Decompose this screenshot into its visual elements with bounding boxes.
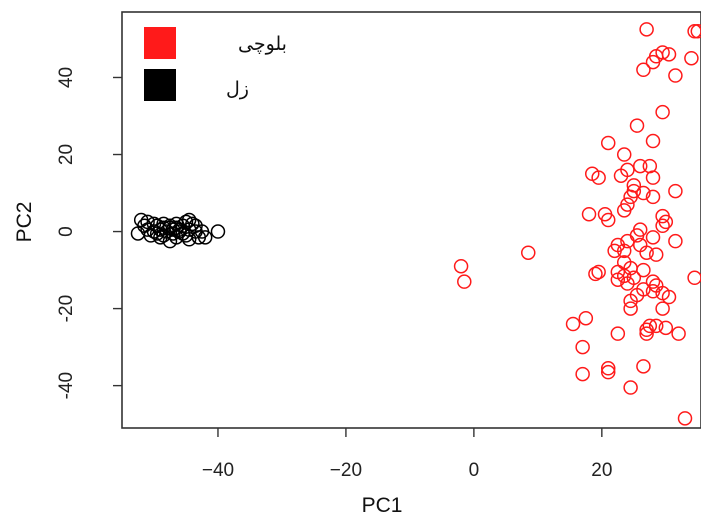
data-point-zal [188, 218, 203, 234]
legend-label-baluchi: بلوچی [238, 33, 287, 55]
x-tick-label: −40 [202, 460, 234, 481]
data-point-baluchi [668, 183, 683, 199]
data-point-baluchi [636, 62, 651, 78]
data-point-baluchi [616, 243, 632, 259]
data-point-baluchi [581, 206, 597, 222]
data-point-baluchi [636, 359, 651, 374]
data-point-baluchi [655, 104, 670, 120]
legend: بلوچی زل [144, 27, 287, 101]
data-point-baluchi [575, 366, 590, 382]
data-point-zal [137, 218, 152, 234]
data-point-baluchi [600, 212, 616, 228]
data-point-baluchi [636, 185, 651, 201]
data-point-baluchi [645, 284, 661, 299]
data-point-baluchi [687, 24, 701, 39]
data-point-baluchi [591, 264, 606, 280]
data-point-baluchi [565, 316, 581, 332]
data-point-baluchi [671, 326, 686, 341]
data-point-baluchi [639, 326, 654, 341]
legend-swatch-baluchi [144, 27, 176, 59]
data-point-zal [172, 222, 187, 237]
data-point-zal [153, 230, 168, 245]
data-point-baluchi [684, 50, 699, 66]
plot-frame [121, 11, 701, 429]
data-point-baluchi [655, 218, 670, 234]
data-point-baluchi [639, 322, 654, 338]
data-point-baluchi [623, 380, 638, 395]
data-point-baluchi [600, 135, 616, 151]
legend-label-zal: زل [226, 78, 249, 100]
data-point-baluchi [578, 310, 594, 326]
data-point-baluchi [668, 233, 683, 249]
data-point-baluchi [639, 22, 654, 37]
data-point-baluchi [610, 272, 626, 287]
data-point-baluchi [591, 170, 606, 185]
data-point-baluchi [610, 326, 626, 341]
data-point-baluchi [642, 318, 658, 334]
data-point-baluchi [623, 301, 638, 316]
data-point-baluchi [620, 276, 635, 291]
data-point-baluchi [677, 411, 693, 426]
data-point-baluchi [453, 258, 469, 274]
data-point-baluchi [648, 247, 664, 262]
y-tick-label: -40 [56, 372, 77, 399]
data-point-baluchi [616, 147, 632, 162]
data-point-baluchi [632, 158, 648, 174]
data-point-zal [185, 216, 200, 232]
data-point-baluchi [645, 54, 661, 70]
data-point-baluchi [600, 361, 616, 376]
x-tick-label: −20 [330, 460, 362, 481]
data-point-baluchi [687, 270, 701, 286]
legend-swatch-zal [144, 69, 176, 101]
data-point-baluchi [648, 318, 664, 334]
data-point-baluchi [658, 214, 674, 230]
data-point-baluchi [457, 274, 472, 289]
data-point-zal [149, 226, 165, 241]
data-point-baluchi [623, 293, 638, 309]
data-points [130, 22, 701, 426]
x-axis-title: PC1 [362, 494, 403, 516]
data-point-baluchi [661, 289, 677, 305]
data-point-baluchi [668, 68, 683, 83]
data-point-zal [156, 228, 171, 243]
data-point-baluchi [645, 274, 661, 289]
data-point-baluchi [623, 189, 638, 205]
x-tick-label: 0 [469, 460, 480, 481]
x-tick-label: 20 [591, 460, 612, 481]
data-point-baluchi [645, 133, 661, 149]
y-tick-label: -20 [56, 295, 77, 322]
data-point-baluchi [607, 243, 622, 259]
data-point-zal [197, 230, 213, 245]
data-point-baluchi [655, 301, 670, 316]
y-tick-label: 20 [56, 144, 77, 165]
data-point-baluchi [636, 262, 651, 278]
y-axis-title: PC2 [13, 202, 36, 243]
data-point-baluchi [645, 230, 661, 245]
data-point-baluchi [645, 189, 661, 205]
y-axis: -40 -20 0 20 40 [56, 67, 122, 399]
data-point-baluchi [600, 364, 616, 380]
data-point-baluchi [645, 170, 661, 185]
data-point-baluchi [575, 339, 590, 355]
x-axis: −40 −20 0 20 [202, 428, 612, 481]
data-point-baluchi [521, 245, 536, 260]
data-point-baluchi [620, 233, 635, 249]
data-point-baluchi [658, 320, 674, 336]
y-tick-label: 0 [56, 226, 77, 237]
data-point-zal [210, 224, 226, 239]
data-point-baluchi [629, 118, 645, 133]
data-point-baluchi [613, 168, 629, 183]
y-tick-label: 40 [56, 67, 77, 88]
data-point-baluchi [639, 245, 654, 260]
data-point-baluchi [588, 266, 603, 282]
data-point-baluchi [616, 203, 632, 218]
